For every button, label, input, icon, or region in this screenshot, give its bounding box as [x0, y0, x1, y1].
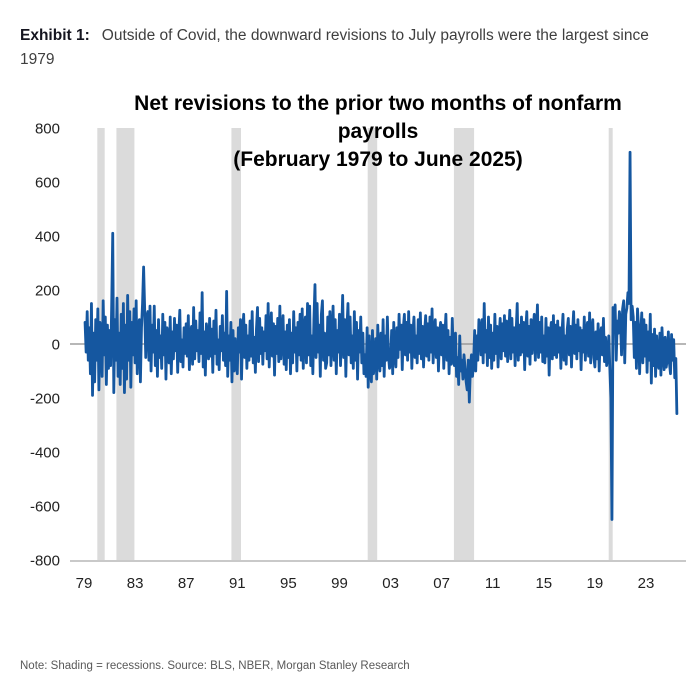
payrolls-revisions-chart: 800 600 400 200 0 -200 -400 -600 -800 79 83 87 91 95 9… [0, 78, 687, 618]
exhibit-headline: Outside of Covid, the downward revisions… [20, 26, 649, 68]
payrolls-series-line [83, 150, 679, 521]
y-tick-label: 0 [52, 337, 60, 354]
y-tick-label: -200 [30, 391, 60, 408]
exhibit-header: Exhibit 1: Outside of Covid, the downward… [20, 24, 665, 72]
chart-title-line-2: payrolls [337, 120, 419, 143]
x-tick-label: 79 [76, 575, 93, 592]
chart-title-line-1: Net revisions to the prior two months of… [134, 92, 622, 115]
x-tick-label: 83 [127, 575, 144, 592]
x-tick-label: 03 [382, 575, 399, 592]
y-tick-label: -800 [30, 553, 60, 570]
x-tick-label: 23 [638, 575, 655, 592]
x-tick-label: 87 [178, 575, 195, 592]
source-note: Note: Shading = recessions. Source: BLS,… [20, 659, 410, 672]
y-tick-label: 800 [35, 121, 60, 138]
chart-title-line-3: (February 1979 to June 2025) [233, 148, 523, 171]
x-tick-label: 07 [433, 575, 450, 592]
x-tick-label: 19 [587, 575, 604, 592]
y-tick-label: 400 [35, 229, 60, 246]
x-tick-label: 11 [485, 575, 501, 592]
y-tick-label: -400 [30, 445, 60, 462]
y-tick-label: 200 [35, 283, 60, 300]
x-tick-label: 95 [280, 575, 297, 592]
chart-title: Net revisions to the prior two months of… [70, 90, 686, 174]
y-tick-label: 600 [35, 175, 60, 192]
x-tick-label: 99 [331, 575, 348, 592]
x-tick-label: 91 [229, 575, 246, 592]
chart-canvas: 800 600 400 200 0 -200 -400 -600 -800 79 83 87 91 95 9… [30, 121, 686, 592]
x-tick-label: 15 [535, 575, 552, 592]
y-tick-label: -600 [30, 499, 60, 516]
exhibit-label: Exhibit 1: [20, 26, 90, 44]
